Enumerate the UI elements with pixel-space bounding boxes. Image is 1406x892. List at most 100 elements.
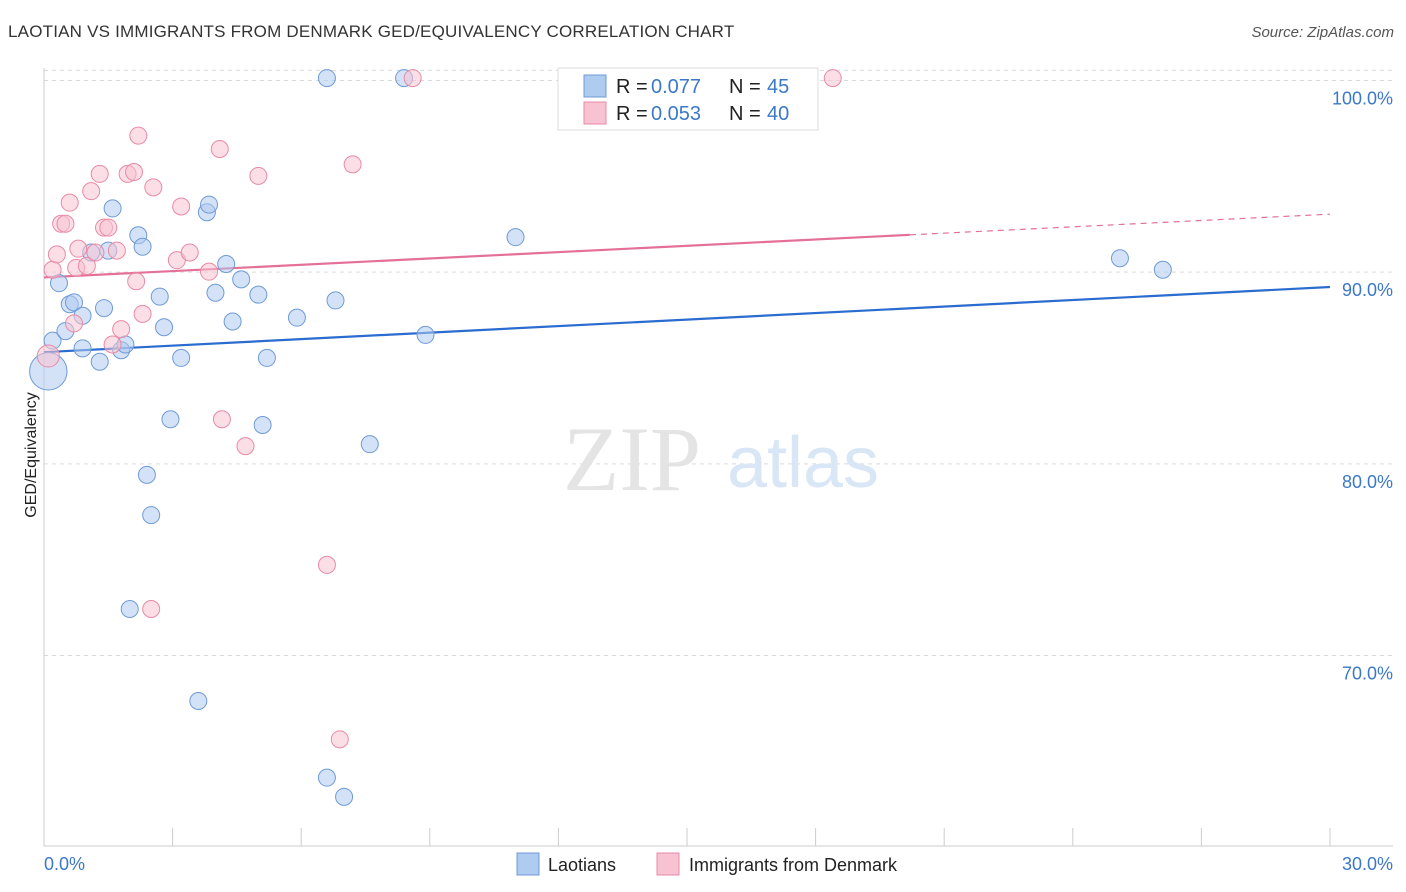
legend-r-value: 0.077 [651, 76, 701, 98]
legend-swatch-laotians [583, 74, 607, 98]
denmark-point [343, 155, 362, 174]
laotians-point [206, 283, 225, 302]
laotians-point [155, 318, 174, 337]
denmark-point [90, 164, 109, 183]
laotians-point [317, 768, 336, 787]
denmark-point [65, 314, 84, 333]
y-tick-label: 70.0% [1342, 664, 1393, 684]
denmark-point [142, 600, 161, 618]
correlation-legend: R = 0.077 N = 45 R = 0.053 N = 40 [557, 67, 819, 131]
denmark-trend-extension [909, 213, 1331, 236]
laotians-point [90, 352, 109, 371]
denmark-point [249, 166, 268, 185]
watermark: ZIP atlas [563, 408, 879, 510]
laotians-point [137, 465, 156, 484]
laotians-point [232, 270, 251, 289]
legend-swatch-denmark [656, 852, 680, 876]
series-legend: Laotians Immigrants from Denmark [516, 852, 898, 876]
laotians-point [95, 299, 114, 318]
legend-n-label: N = [729, 76, 761, 98]
denmark-point [172, 197, 191, 216]
laotians-point [506, 228, 525, 247]
legend-swatch-laotians [516, 852, 540, 876]
laotians-point [142, 506, 161, 525]
laotians-point [200, 195, 219, 214]
y-tick-label: 90.0% [1342, 280, 1393, 300]
legend-n-label: N = [729, 103, 761, 125]
denmark-point [43, 260, 62, 279]
denmark-point [210, 140, 229, 158]
denmark-point [200, 262, 219, 281]
laotians-point [103, 199, 122, 218]
denmark-point [82, 182, 101, 201]
legend-swatch-denmark [583, 101, 607, 125]
y-tick-label: 100.0% [1332, 89, 1393, 109]
laotians-point [287, 308, 306, 327]
denmark-point [129, 126, 148, 145]
legend-r-label: R = [616, 103, 648, 125]
laotians-point [189, 692, 208, 710]
laotians-point [133, 237, 152, 256]
laotians-point [249, 285, 268, 304]
legend-n-value: 45 [767, 76, 789, 98]
watermark-atlas: atlas [727, 423, 879, 503]
legend-n-value: 40 [767, 103, 789, 125]
laotians-point [317, 69, 336, 88]
axes [43, 68, 1393, 847]
denmark-point [103, 335, 122, 354]
legend-item-laotians: Laotians [548, 855, 616, 875]
trend-lines [43, 213, 1331, 354]
denmark-point [99, 218, 118, 237]
laotians-point [150, 287, 169, 306]
denmark-point [77, 256, 96, 275]
chart-title: LAOTIAN VS IMMIGRANTS FROM DENMARK GED/E… [8, 22, 735, 41]
denmark-point [47, 245, 66, 264]
laotians-point [1110, 249, 1129, 268]
denmark-point [133, 304, 152, 323]
denmark-point [823, 69, 842, 88]
denmark-point [60, 193, 79, 212]
laotians-point [360, 435, 379, 454]
denmark-point [180, 243, 199, 262]
laotians-point [223, 312, 242, 331]
grid-lines [44, 69, 1394, 656]
laotians-point [65, 293, 84, 312]
laotians-trend-line [43, 285, 1331, 354]
denmark-point [69, 239, 88, 258]
data-points [29, 69, 1172, 806]
tick-labels: 70.0% 80.0% 90.0% 100.0% 0.0% 30.0% [44, 89, 1393, 875]
laotians-point [326, 291, 345, 310]
laotians-point [172, 348, 191, 367]
x-tick-label: 0.0% [44, 854, 85, 874]
laotians-point [73, 339, 92, 358]
denmark-point [125, 163, 144, 181]
denmark-point [330, 730, 349, 749]
laotians-point [1153, 260, 1172, 279]
denmark-point [107, 241, 126, 260]
denmark-point [144, 178, 163, 197]
denmark-trend-line [43, 233, 910, 279]
watermark-zip: ZIP [563, 408, 701, 510]
y-tick-label: 80.0% [1342, 472, 1393, 492]
laotians-point [217, 255, 236, 273]
denmark-point [86, 243, 105, 262]
laotians-point [416, 325, 435, 344]
laotians-point [335, 787, 354, 806]
legend-r-value: 0.053 [651, 103, 701, 125]
denmark-point [127, 272, 146, 291]
laotians-point [161, 410, 180, 429]
x-tick-label: 30.0% [1342, 854, 1393, 874]
source-credit: Source: ZipAtlas.com [1251, 24, 1394, 41]
denmark-point [112, 320, 131, 339]
y-axis-label: GED/Equivalency [23, 392, 40, 517]
denmark-point [212, 410, 231, 429]
laotians-point [253, 416, 272, 434]
laotians-point [257, 348, 276, 367]
denmark-point [56, 214, 75, 233]
denmark-point [403, 69, 422, 88]
denmark-point [236, 437, 255, 456]
legend-item-denmark: Immigrants from Denmark [689, 855, 898, 875]
laotians-point [120, 600, 139, 618]
denmark-point [36, 344, 60, 368]
